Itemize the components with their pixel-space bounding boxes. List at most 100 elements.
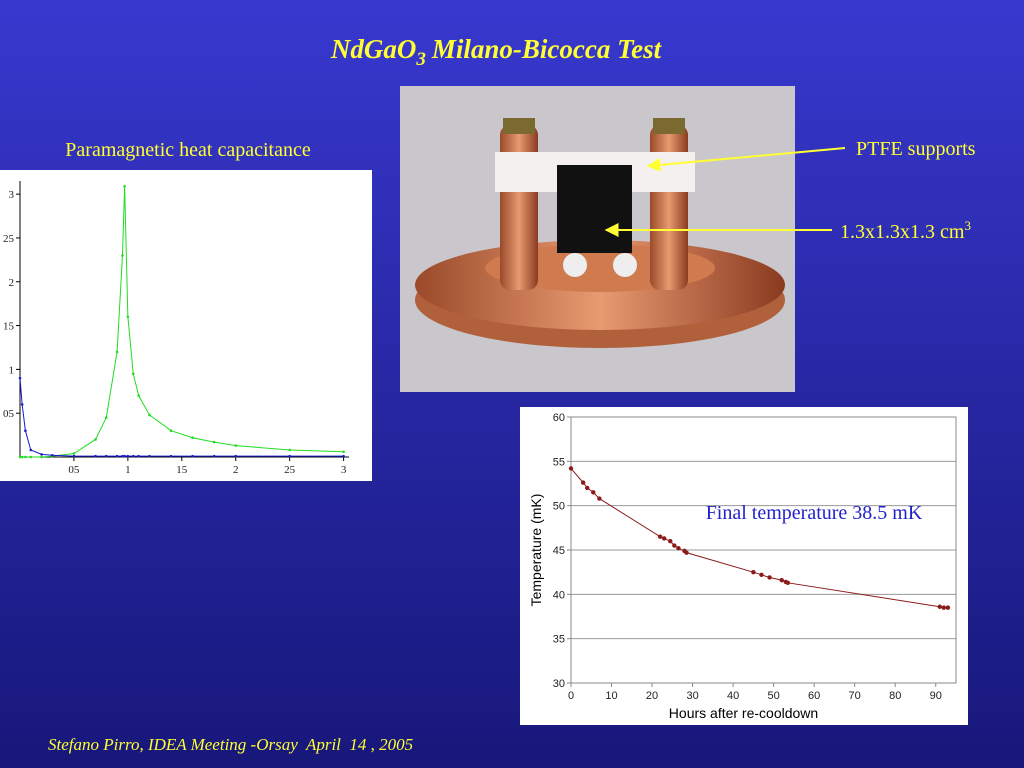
- data-point: [212, 440, 216, 444]
- data-point: [342, 454, 345, 458]
- data-point: [597, 496, 602, 501]
- slide-title: NdGaO3 Milano-Bicocca Test: [330, 34, 663, 70]
- data-point: [104, 416, 108, 419]
- photo: [400, 86, 795, 392]
- y-tick-label: 45: [553, 545, 565, 557]
- annotation: PTFE supports: [856, 138, 976, 160]
- data-point: [148, 454, 151, 458]
- data-point: [169, 454, 173, 458]
- chart-panel: [520, 407, 968, 725]
- x-tick-label: 3: [341, 464, 347, 476]
- data-point: [288, 448, 291, 452]
- data-point: [945, 605, 951, 610]
- chart: 30 35 40 45 50 55 60 0 10 20 30 40 50 60 70 80 90 Hours a…: [528, 412, 957, 721]
- annotation-part: 1.3x1.3x1.3 cm: [840, 221, 965, 243]
- data-point: [115, 350, 119, 354]
- data-point: [40, 453, 43, 456]
- data-point: [672, 543, 677, 548]
- y-tick-label: 25: [3, 233, 15, 245]
- y-tick-label: 2: [9, 277, 15, 289]
- data-point: [676, 546, 681, 551]
- data-point: [131, 372, 135, 376]
- data-point: [121, 454, 124, 458]
- data-point: [668, 538, 673, 544]
- data-point: [937, 604, 942, 609]
- y-tick-label: 30: [553, 678, 565, 690]
- y-tick-label: 3: [9, 189, 15, 201]
- y-tick-label: 50: [553, 501, 565, 513]
- data-point: [29, 455, 33, 459]
- data-point: [684, 550, 689, 555]
- y-tick-label: 35: [553, 634, 565, 646]
- title-part: Milano-Bicocca Test: [431, 34, 663, 64]
- data-point: [191, 454, 194, 458]
- y-tick-label: 55: [553, 456, 565, 468]
- footer: Stefano Pirro, IDEA Meeting -Orsay April…: [48, 735, 413, 754]
- data-point: [234, 454, 238, 458]
- x-tick-label: 2: [233, 464, 239, 476]
- y-tick-label: 40: [553, 589, 565, 601]
- arrow: [646, 147, 846, 172]
- data-point: [123, 454, 126, 458]
- title-subscript: 3: [415, 49, 426, 70]
- annotation: Final temperature 38.5 mK: [706, 502, 923, 524]
- x-tick-label: 90: [930, 690, 942, 702]
- data-point: [29, 448, 33, 452]
- data-point: [121, 254, 124, 257]
- data-point: [115, 454, 119, 458]
- data-point: [20, 403, 24, 406]
- data-point: [767, 575, 772, 580]
- data-point: [941, 605, 947, 610]
- y-tick-label: 60: [553, 412, 565, 424]
- x-tick-label: 70: [849, 690, 861, 702]
- data-point: [148, 413, 151, 417]
- data-point: [131, 454, 135, 458]
- data-point: [137, 394, 140, 397]
- data-point: [169, 429, 173, 433]
- x-tick-label: 25: [284, 464, 296, 476]
- x-tick-label: 30: [686, 690, 698, 702]
- y-tick-label: 1: [9, 364, 15, 376]
- data-point: [751, 569, 756, 575]
- data-point: [759, 572, 764, 578]
- x-tick-label: 50: [768, 690, 780, 702]
- data-point: [212, 454, 216, 458]
- annotation: 1.3x1.3x1.3 cm3: [840, 218, 971, 243]
- data-point: [24, 429, 27, 433]
- data-point: [342, 450, 345, 454]
- x-tick-label: 15: [176, 464, 188, 476]
- data-point: [94, 438, 97, 441]
- x-tick-label: 1: [125, 464, 131, 476]
- data-point: [72, 452, 76, 455]
- data-point: [580, 480, 586, 485]
- x-tick-label: 10: [605, 690, 617, 702]
- data-point: [24, 455, 27, 459]
- chart-panel: [0, 170, 372, 481]
- data-point: [785, 580, 791, 586]
- data-point: [779, 577, 784, 583]
- data-point: [94, 454, 97, 458]
- chart: 05 1 15 2 25 3 05 1 15 2 25 3: [3, 181, 349, 476]
- data-point: [72, 454, 76, 458]
- data-point: [126, 315, 130, 319]
- x-tick-label: 05: [68, 464, 80, 476]
- y-tick-label: 05: [3, 408, 15, 420]
- data-point: [568, 466, 574, 471]
- data-point: [591, 490, 596, 495]
- data-point: [288, 454, 291, 458]
- data-point: [40, 455, 43, 459]
- x-tick-label: 60: [808, 690, 820, 702]
- title-part: NdGaO: [330, 34, 417, 64]
- plot-frame: [570, 416, 957, 684]
- data-point: [51, 453, 54, 457]
- x-tick-label: 20: [646, 690, 658, 702]
- data-point: [657, 534, 663, 539]
- data-point: [662, 536, 667, 541]
- data-point: [137, 454, 140, 458]
- x-tick-label: 80: [889, 690, 901, 702]
- data-point: [585, 485, 590, 491]
- data-point: [20, 455, 24, 459]
- series-line: [20, 186, 344, 458]
- data-point: [191, 436, 194, 440]
- data-point: [104, 454, 108, 458]
